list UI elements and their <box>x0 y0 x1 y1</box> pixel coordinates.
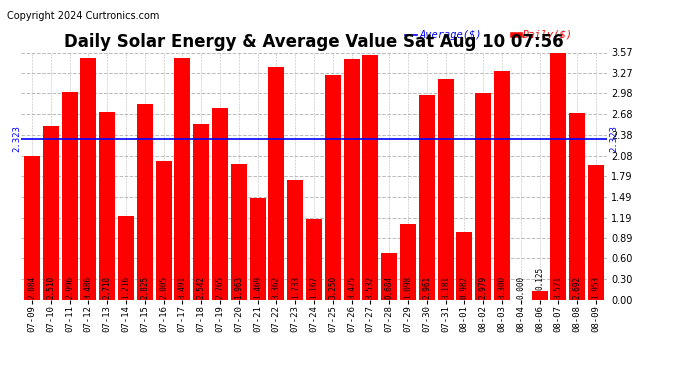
Text: Copyright 2024 Curtronics.com: Copyright 2024 Curtronics.com <box>7 11 159 21</box>
Bar <box>551 53 566 300</box>
Bar <box>24 156 40 300</box>
Bar <box>381 253 397 300</box>
Text: 2.084: 2.084 <box>28 276 37 298</box>
Text: 3.300: 3.300 <box>497 276 506 298</box>
Text: 2.979: 2.979 <box>479 276 488 298</box>
Text: 2.765: 2.765 <box>215 276 224 298</box>
Text: 3.181: 3.181 <box>441 276 450 298</box>
Text: 2.718: 2.718 <box>103 276 112 298</box>
Bar <box>80 58 97 300</box>
Bar <box>250 198 266 300</box>
Bar <box>494 71 510 300</box>
Text: 2.996: 2.996 <box>65 276 74 298</box>
Text: 0.684: 0.684 <box>384 276 393 298</box>
Text: 3.486: 3.486 <box>84 276 93 298</box>
Text: 0.125: 0.125 <box>535 267 544 290</box>
Text: 2.323: 2.323 <box>12 126 21 152</box>
Text: 2.005: 2.005 <box>159 276 168 298</box>
Text: Average($): Average($) <box>420 30 482 40</box>
Bar <box>61 92 77 300</box>
Text: 3.250: 3.250 <box>328 276 337 298</box>
Text: 3.532: 3.532 <box>366 276 375 298</box>
Bar <box>155 161 172 300</box>
Bar <box>212 108 228 300</box>
Text: 3.571: 3.571 <box>554 276 563 298</box>
Bar <box>306 219 322 300</box>
Text: 0.982: 0.982 <box>460 276 469 298</box>
Bar <box>175 58 190 300</box>
Text: 2.692: 2.692 <box>573 276 582 298</box>
Bar <box>362 55 378 300</box>
Bar <box>325 75 341 300</box>
Title: Daily Solar Energy & Average Value Sat Aug 10 07:56: Daily Solar Energy & Average Value Sat A… <box>64 33 564 51</box>
Bar <box>475 93 491 300</box>
Text: 3.475: 3.475 <box>347 276 356 298</box>
Text: 1.098: 1.098 <box>404 276 413 298</box>
Bar <box>588 165 604 300</box>
Text: 2.323: 2.323 <box>609 126 618 152</box>
Text: 1.167: 1.167 <box>309 276 319 298</box>
Bar <box>569 113 585 300</box>
Text: 1.963: 1.963 <box>235 276 244 298</box>
Bar <box>118 216 134 300</box>
Text: Daily($): Daily($) <box>522 30 572 40</box>
Text: 2.510: 2.510 <box>46 276 55 298</box>
Bar <box>99 112 115 300</box>
Text: 1.953: 1.953 <box>591 276 600 298</box>
Text: 2.542: 2.542 <box>197 276 206 298</box>
Text: 3.491: 3.491 <box>178 276 187 298</box>
Text: 2.961: 2.961 <box>422 276 431 298</box>
Bar <box>400 224 416 300</box>
Bar <box>193 124 209 300</box>
Text: 1.469: 1.469 <box>253 276 262 298</box>
Bar <box>344 59 359 300</box>
Bar <box>456 232 473 300</box>
Bar <box>419 95 435 300</box>
Bar <box>437 80 453 300</box>
Bar <box>43 126 59 300</box>
Text: 2.825: 2.825 <box>140 276 149 298</box>
Bar <box>531 291 548 300</box>
Text: 0.000: 0.000 <box>516 276 525 298</box>
Bar <box>230 164 247 300</box>
Bar <box>137 104 152 300</box>
Bar <box>268 67 284 300</box>
Text: 1.216: 1.216 <box>121 276 130 298</box>
Text: 3.362: 3.362 <box>272 276 281 298</box>
Bar <box>287 180 303 300</box>
Text: 1.733: 1.733 <box>290 276 299 298</box>
